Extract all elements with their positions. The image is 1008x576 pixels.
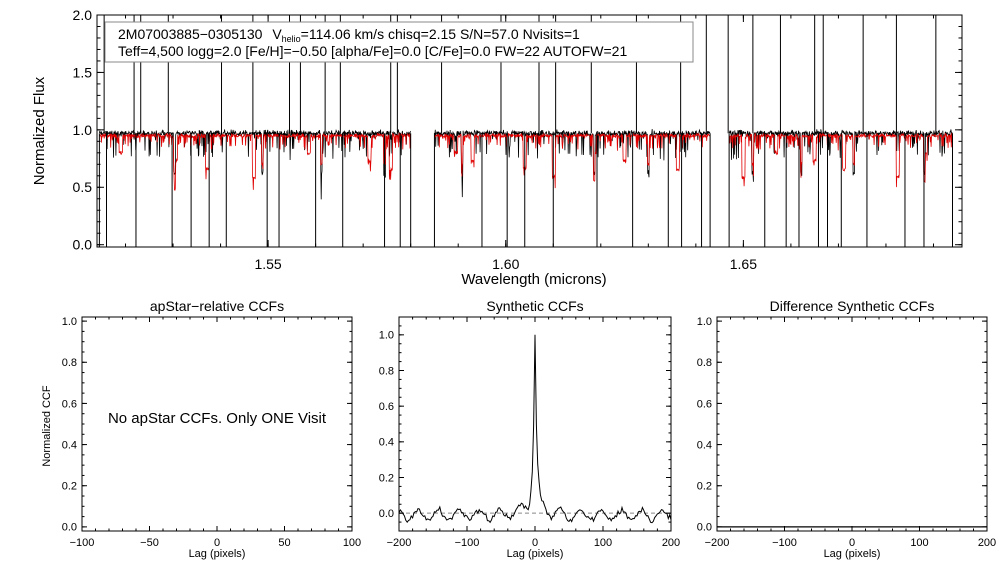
ccf-synthetic-x-axis-label: Lag (pixels) bbox=[507, 548, 564, 560]
y-tick-label: 0.8 bbox=[379, 365, 394, 377]
spectrum-data bbox=[98, 15, 953, 247]
spectrum-plot-frame bbox=[96, 14, 963, 248]
x-tick-label: 1.55 bbox=[254, 256, 281, 272]
y-tick-label: 0.2 bbox=[379, 472, 394, 484]
x-tick-label: −100 bbox=[70, 537, 95, 549]
y-tick-label: 0.6 bbox=[379, 401, 394, 413]
y-tick-label: 1.0 bbox=[62, 316, 77, 328]
x-tick-label: −200 bbox=[705, 537, 730, 549]
y-tick-label: 0.8 bbox=[697, 357, 712, 369]
x-tick-label: 100 bbox=[594, 537, 612, 549]
spectrum-y-axis-label: Normalized Flux bbox=[31, 76, 48, 185]
y-tick-label: 0.0 bbox=[73, 237, 93, 253]
ccf-synthetic-panel: −200 −100 0 100 200 0.0 0.2 0.4 0.6 0.8 1.0 Synthe… bbox=[379, 298, 680, 560]
annotation-v-subscript: helio bbox=[282, 34, 301, 44]
x-tick-label: 1.65 bbox=[730, 256, 757, 272]
ccf-apstar-message: No apStar CCFs. Only ONE Visit bbox=[108, 410, 327, 427]
y-tick-label: 0.4 bbox=[697, 439, 712, 451]
annotation-line-1-rest: =114.06 km/s chisq=2.15 S/N=57.0 Nvisits… bbox=[301, 26, 580, 42]
ccf-difference-panel: −200 −100 0 100 200 0.0 0.2 0.4 0.6 0.8 1.0 Differ… bbox=[697, 298, 996, 560]
y-tick-label: 0.8 bbox=[62, 357, 77, 369]
ccf-difference-frame bbox=[716, 316, 988, 532]
annotation-box bbox=[104, 21, 694, 63]
x-tick-label: 0 bbox=[532, 537, 538, 549]
y-tick-label: 0.2 bbox=[697, 481, 712, 493]
ccf-apstar-frame bbox=[81, 316, 353, 532]
x-tick-label: −50 bbox=[140, 537, 159, 549]
ccf-apstar-ticks: −100 −50 0 50 100 0.0 0.2 0.4 0.6 0.8 1.0 bbox=[62, 316, 361, 549]
spectrum-panel: 1.55 1.60 1.65 0.0 0.5 1.0 1.5 2.0 2M07003885−0… bbox=[31, 7, 963, 288]
y-tick-label: 0.5 bbox=[73, 179, 93, 195]
y-tick-label: 1.0 bbox=[697, 316, 712, 328]
ccf-difference-title: Difference Synthetic CCFs bbox=[770, 298, 935, 314]
x-tick-label: 200 bbox=[978, 537, 996, 549]
y-tick-label: 1.0 bbox=[73, 122, 93, 138]
ccf-apstar-panel: −100 −50 0 50 100 0.0 0.2 0.4 0.6 0.8 1.0 apStar−r… bbox=[41, 298, 361, 560]
x-tick-label: 0 bbox=[214, 537, 220, 549]
spectrum-x-axis-label: Wavelength (microns) bbox=[461, 271, 606, 288]
y-tick-label: 0.2 bbox=[62, 481, 77, 493]
y-tick-label: 0.6 bbox=[62, 398, 77, 410]
y-tick-label: 0.0 bbox=[697, 522, 712, 534]
ccf-synthetic-frame bbox=[398, 316, 672, 532]
model-spectrum-segment bbox=[728, 131, 953, 188]
x-tick-label: −100 bbox=[772, 537, 797, 549]
x-tick-label: 1.60 bbox=[492, 256, 519, 272]
y-tick-label: 0.4 bbox=[379, 437, 394, 449]
annotation-v-symbol: V bbox=[272, 26, 282, 42]
y-tick-label: 0.0 bbox=[379, 508, 394, 520]
annotation-line-1: 2M07003885−0305130 Vhelio=114.06 km/s ch… bbox=[118, 26, 580, 44]
x-tick-label: 100 bbox=[910, 537, 928, 549]
model-spectrum-segment bbox=[99, 132, 411, 191]
ccf-apstar-x-axis-label: Lag (pixels) bbox=[189, 548, 246, 560]
y-tick-label: 0.0 bbox=[62, 522, 77, 534]
ccf-difference-x-axis-label: Lag (pixels) bbox=[824, 548, 881, 560]
ccf-curve bbox=[398, 334, 672, 524]
x-tick-label: 50 bbox=[278, 537, 290, 549]
ccf-synthetic-data bbox=[398, 334, 672, 524]
y-tick-label: 0.4 bbox=[62, 439, 77, 451]
ccf-synthetic-title: Synthetic CCFs bbox=[486, 298, 583, 314]
x-tick-label: 0 bbox=[849, 537, 855, 549]
x-tick-label: −200 bbox=[387, 537, 412, 549]
ccf-difference-ticks: −200 −100 0 100 200 0.0 0.2 0.4 0.6 0.8 1.0 bbox=[697, 316, 996, 549]
annotation-line-2: Teff=4,500 logg=2.0 [Fe/H]=−0.50 [alpha/… bbox=[118, 43, 627, 59]
x-tick-label: 100 bbox=[343, 537, 361, 549]
observed-spectrum-segment bbox=[728, 129, 953, 182]
ccf-apstar-y-axis-label: Normalized CCF bbox=[41, 385, 53, 467]
x-tick-label: 200 bbox=[662, 537, 680, 549]
x-tick-label: −100 bbox=[455, 537, 480, 549]
ccf-apstar-title: apStar−relative CCFs bbox=[150, 298, 284, 314]
model-spectrum-segment bbox=[434, 132, 710, 189]
y-tick-label: 2.0 bbox=[73, 7, 93, 23]
ccf-synthetic-ticks: −200 −100 0 100 200 0.0 0.2 0.4 0.6 0.8 1.0 bbox=[379, 316, 680, 549]
y-tick-label: 0.6 bbox=[697, 398, 712, 410]
spectrum-ticks: 1.55 1.60 1.65 0.0 0.5 1.0 1.5 2.0 bbox=[73, 7, 962, 272]
y-tick-label: 1.0 bbox=[379, 330, 394, 342]
annotation-star-id: 2M07003885−0305130 bbox=[118, 26, 263, 42]
y-tick-label: 1.5 bbox=[73, 64, 93, 80]
